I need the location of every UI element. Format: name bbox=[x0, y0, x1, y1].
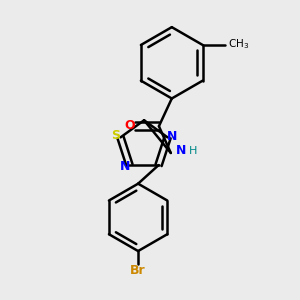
Text: N: N bbox=[167, 130, 177, 143]
Text: CH$_3$: CH$_3$ bbox=[228, 37, 250, 51]
Text: S: S bbox=[111, 129, 120, 142]
Text: N: N bbox=[120, 160, 131, 172]
Text: N: N bbox=[176, 145, 186, 158]
Text: Br: Br bbox=[130, 264, 146, 278]
Text: H: H bbox=[189, 146, 197, 156]
Text: O: O bbox=[125, 119, 136, 132]
